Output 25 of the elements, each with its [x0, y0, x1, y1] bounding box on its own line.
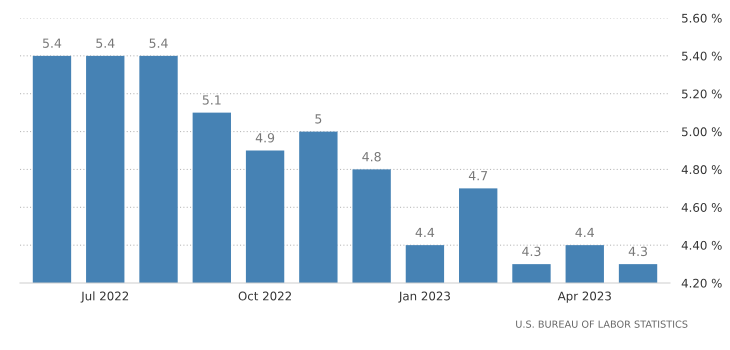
data-label: 5.4 — [42, 38, 62, 48]
x-tick-label: Apr 2023 — [558, 292, 611, 303]
y-tick-label: 4.60 % — [682, 203, 722, 212]
y-tick-label: 4.80 % — [682, 165, 722, 174]
data-label: 4.3 — [628, 246, 647, 256]
x-tick-label: Jan 2023 — [398, 292, 450, 303]
data-label: 5.1 — [202, 95, 221, 105]
y-tick-label: 4.20 % — [682, 278, 722, 288]
data-label: 5 — [315, 114, 322, 124]
data-label: 4.4 — [575, 228, 594, 237]
data-label: 4.8 — [362, 152, 381, 162]
y-tick-label: 5.40 % — [682, 52, 722, 61]
data-label: 4.7 — [468, 171, 488, 180]
x-tick-label: Oct 2022 — [238, 292, 292, 300]
data-label: 4.3 — [522, 246, 540, 256]
data-label: 4.4 — [416, 228, 434, 237]
y-tick-label: 5.20 % — [682, 89, 722, 98]
y-tick-label: 5.00 % — [682, 127, 722, 136]
y-tick-label: 5.60 % — [682, 14, 722, 23]
y-tick-label: 4.40 % — [682, 240, 722, 250]
data-label: 5.4 — [96, 38, 114, 48]
text: U.S. BUREAU OF LABOR STATISTICS — [516, 320, 688, 328]
x-tick-label: Jul 2022 — [80, 291, 128, 303]
data-label: 5.4 — [150, 38, 168, 48]
data-label: 4.9 — [256, 133, 274, 143]
